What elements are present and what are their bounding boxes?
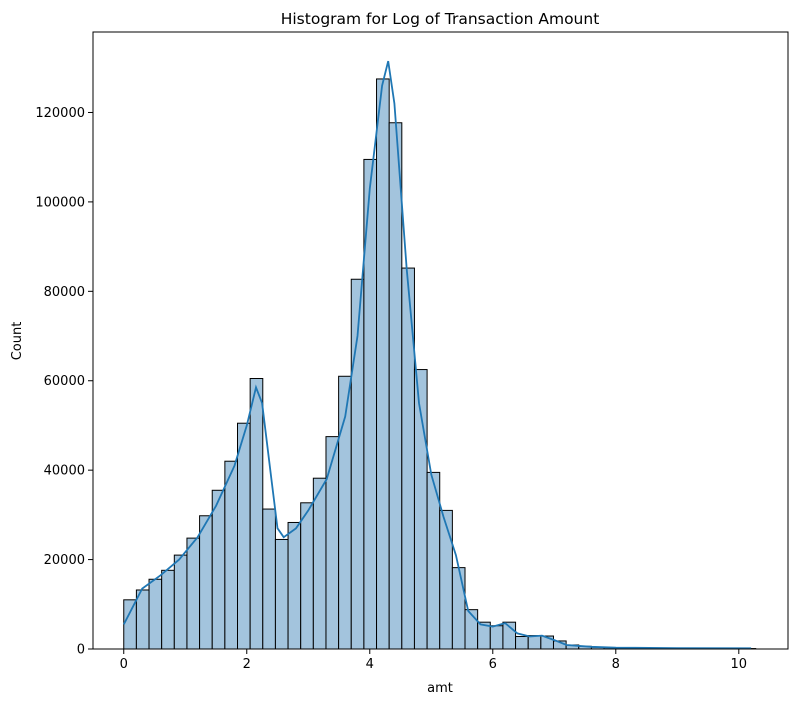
y-tick-label: 60000 [44, 374, 85, 389]
y-tick-label: 80000 [44, 285, 85, 300]
histogram-bar [489, 625, 504, 650]
chart-title: Histogram for Log of Transaction Amount [281, 10, 600, 28]
x-tick-label: 2 [243, 657, 251, 672]
x-axis: 0 2 4 6 8 10 [120, 649, 747, 672]
histogram-bar [312, 477, 327, 650]
histogram-bar [161, 569, 175, 650]
histogram-bar [325, 436, 340, 650]
x-tick-label: 10 [731, 657, 748, 672]
histogram-bars [123, 78, 757, 650]
x-tick-label: 0 [120, 657, 128, 672]
x-tick-label: 4 [366, 657, 374, 672]
histogram-bar [451, 567, 466, 650]
histogram-bar [135, 589, 150, 650]
y-tick-label: 120000 [35, 106, 85, 121]
histogram-bar [287, 521, 302, 650]
histogram-bar [249, 378, 264, 650]
histogram-bar [224, 460, 239, 650]
histogram-bar [376, 78, 390, 650]
histogram-bar [527, 635, 542, 650]
histogram-bar [388, 122, 403, 650]
histogram-bar [274, 538, 289, 650]
histogram-bar [123, 599, 137, 650]
histogram-bar [199, 515, 213, 650]
histogram-bar [173, 554, 188, 650]
y-tick-label: 100000 [35, 195, 85, 210]
x-axis-label: amt [427, 681, 453, 696]
histogram-bar [186, 537, 201, 650]
y-tick-label: 20000 [44, 553, 85, 568]
x-tick-label: 8 [612, 657, 620, 672]
plot-frame [92, 31, 789, 650]
histogram-bar [148, 578, 163, 650]
histogram-bar [300, 502, 314, 650]
histogram-bar [237, 422, 251, 650]
kde-curve [122, 60, 752, 650]
y-tick-label: 40000 [44, 464, 85, 479]
histogram-bar [262, 508, 276, 650]
y-tick-label: 0 [77, 643, 85, 658]
y-axis-label: Count [10, 322, 25, 361]
histogram-bar [211, 489, 226, 650]
y-axis: 0 20000 40000 60000 80000 100000 120000 [35, 106, 93, 658]
histogram-bar [515, 635, 529, 650]
x-tick-label: 6 [489, 657, 497, 672]
histogram-bar [439, 509, 453, 650]
